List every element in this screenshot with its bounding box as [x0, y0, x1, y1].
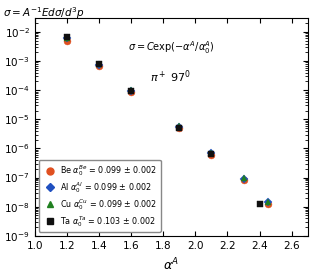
Text: $\sigma = C\exp(-\alpha^A/\alpha_0^A)$: $\sigma = C\exp(-\alpha^A/\alpha_0^A)$ — [128, 40, 215, 56]
Legend: Be $\alpha_0^{Be}$ = 0.099 $\pm$ 0.002, Al $\alpha_0^{Al}$ = 0.099 $\pm$ 0.002, : Be $\alpha_0^{Be}$ = 0.099 $\pm$ 0.002, … — [39, 160, 161, 232]
Text: $\pi^+ \ 97^0$: $\pi^+ \ 97^0$ — [150, 69, 192, 85]
Text: $\sigma = A^{-1}Ed\sigma/d^3p$: $\sigma = A^{-1}Ed\sigma/d^3p$ — [3, 6, 85, 21]
X-axis label: $\alpha^A$: $\alpha^A$ — [163, 256, 179, 273]
